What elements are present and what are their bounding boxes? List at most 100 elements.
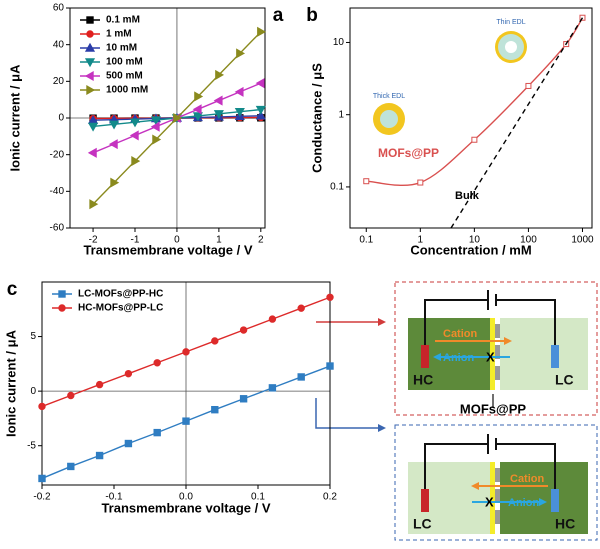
annotation: Thick EDL bbox=[373, 93, 405, 100]
marker bbox=[96, 452, 102, 458]
legend-marker bbox=[87, 17, 93, 23]
marker bbox=[298, 305, 304, 311]
x-tick-label: 1000 bbox=[571, 235, 594, 246]
x-tick-label: 2 bbox=[258, 235, 264, 246]
label: Anion bbox=[443, 352, 474, 364]
label: Anion bbox=[508, 497, 539, 509]
membrane-pore bbox=[495, 468, 500, 482]
y-tick-label: 0 bbox=[58, 113, 64, 124]
marker bbox=[240, 396, 246, 402]
legend-label: 1000 mM bbox=[106, 85, 148, 96]
series-line bbox=[366, 18, 582, 186]
label: LC bbox=[555, 372, 574, 388]
x-tick-label: -0.1 bbox=[105, 492, 123, 503]
y-axis-label: Ionic current / μA bbox=[3, 329, 18, 437]
x-tick-label: 0 bbox=[174, 235, 180, 246]
marker bbox=[327, 363, 333, 369]
label: Cation bbox=[510, 473, 545, 485]
panel-label: b bbox=[306, 5, 318, 26]
x-tick-label: 0.1 bbox=[251, 492, 265, 503]
marker bbox=[269, 385, 275, 391]
y-tick-label: -5 bbox=[27, 440, 36, 451]
series-label: MOFs@PP bbox=[378, 146, 439, 160]
x-tick-label: 0.0 bbox=[179, 492, 193, 503]
x-tick-label: 10 bbox=[469, 235, 481, 246]
marker bbox=[131, 131, 138, 139]
membrane-pore bbox=[495, 510, 500, 524]
y-tick-label: -40 bbox=[50, 186, 65, 197]
y-tick-label: 0 bbox=[30, 386, 36, 397]
marker bbox=[240, 327, 246, 333]
x-tick-label: 100 bbox=[520, 235, 537, 246]
label: HC bbox=[555, 516, 575, 532]
legend-label: 0.1 mM bbox=[106, 15, 140, 26]
label: MOFs@PP bbox=[460, 401, 526, 416]
marker bbox=[258, 28, 265, 36]
y-tick-label: -60 bbox=[50, 223, 65, 234]
marker bbox=[183, 349, 189, 355]
label: X bbox=[486, 349, 495, 364]
marker bbox=[39, 403, 45, 409]
marker bbox=[327, 294, 333, 300]
membrane-pore bbox=[495, 366, 500, 380]
legend-marker bbox=[59, 291, 65, 297]
marker bbox=[39, 475, 45, 481]
y-tick-label: 60 bbox=[53, 3, 65, 14]
marker bbox=[215, 96, 222, 104]
marker bbox=[183, 418, 189, 424]
marker bbox=[154, 429, 160, 435]
y-tick-label: 20 bbox=[53, 76, 65, 87]
x-tick-label: -1 bbox=[131, 235, 140, 246]
x-tick-label: -0.2 bbox=[33, 492, 51, 503]
panel-label: c bbox=[7, 279, 18, 300]
marker bbox=[89, 123, 97, 130]
marker bbox=[257, 79, 264, 87]
marker bbox=[68, 463, 74, 469]
y-axis-label: Ionic current / μA bbox=[7, 64, 22, 172]
x-axis-label: Transmembrane voltage / V bbox=[101, 500, 270, 515]
connector bbox=[316, 398, 380, 428]
electrode bbox=[421, 345, 429, 368]
legend-label: HC-MOFs@PP-LC bbox=[78, 303, 163, 314]
legend-marker bbox=[59, 305, 65, 311]
legend-label: 500 mM bbox=[106, 71, 143, 82]
x-tick-label: -2 bbox=[89, 235, 98, 246]
thin-edl-pore bbox=[505, 41, 517, 53]
thick-edl-core bbox=[380, 110, 398, 128]
arrowhead bbox=[378, 318, 386, 326]
marker bbox=[212, 338, 218, 344]
annotation: Thin EDL bbox=[496, 19, 525, 26]
marker bbox=[418, 180, 423, 185]
legend-marker bbox=[86, 72, 93, 80]
label: LC bbox=[413, 516, 432, 532]
marker bbox=[89, 149, 96, 157]
arrowhead bbox=[378, 424, 386, 432]
legend-marker bbox=[87, 86, 94, 94]
legend-label: 100 mM bbox=[106, 57, 143, 68]
marker bbox=[269, 316, 275, 322]
marker bbox=[364, 179, 369, 184]
y-axis-label: Conductance / μS bbox=[309, 63, 324, 173]
x-tick-label: 0.2 bbox=[323, 492, 337, 503]
marker bbox=[212, 406, 218, 412]
marker bbox=[125, 440, 131, 446]
membrane-pore bbox=[495, 489, 500, 503]
legend-marker bbox=[87, 31, 93, 37]
panel-label: a bbox=[273, 5, 284, 26]
marker bbox=[154, 360, 160, 366]
electrode bbox=[421, 489, 429, 512]
y-tick-label: 5 bbox=[30, 331, 36, 342]
marker bbox=[125, 370, 131, 376]
y-tick-label: 1 bbox=[338, 109, 344, 120]
electrode bbox=[551, 489, 559, 512]
electrode bbox=[551, 345, 559, 368]
series-label: Bulk bbox=[455, 190, 480, 202]
label: HC bbox=[413, 372, 433, 388]
legend-label: LC-MOFs@PP-HC bbox=[78, 289, 163, 300]
marker bbox=[68, 392, 74, 398]
x-axis-label: Transmembrane voltage / V bbox=[83, 242, 252, 257]
y-tick-label: -20 bbox=[50, 149, 65, 160]
marker bbox=[96, 381, 102, 387]
y-tick-label: 0.1 bbox=[330, 182, 344, 193]
